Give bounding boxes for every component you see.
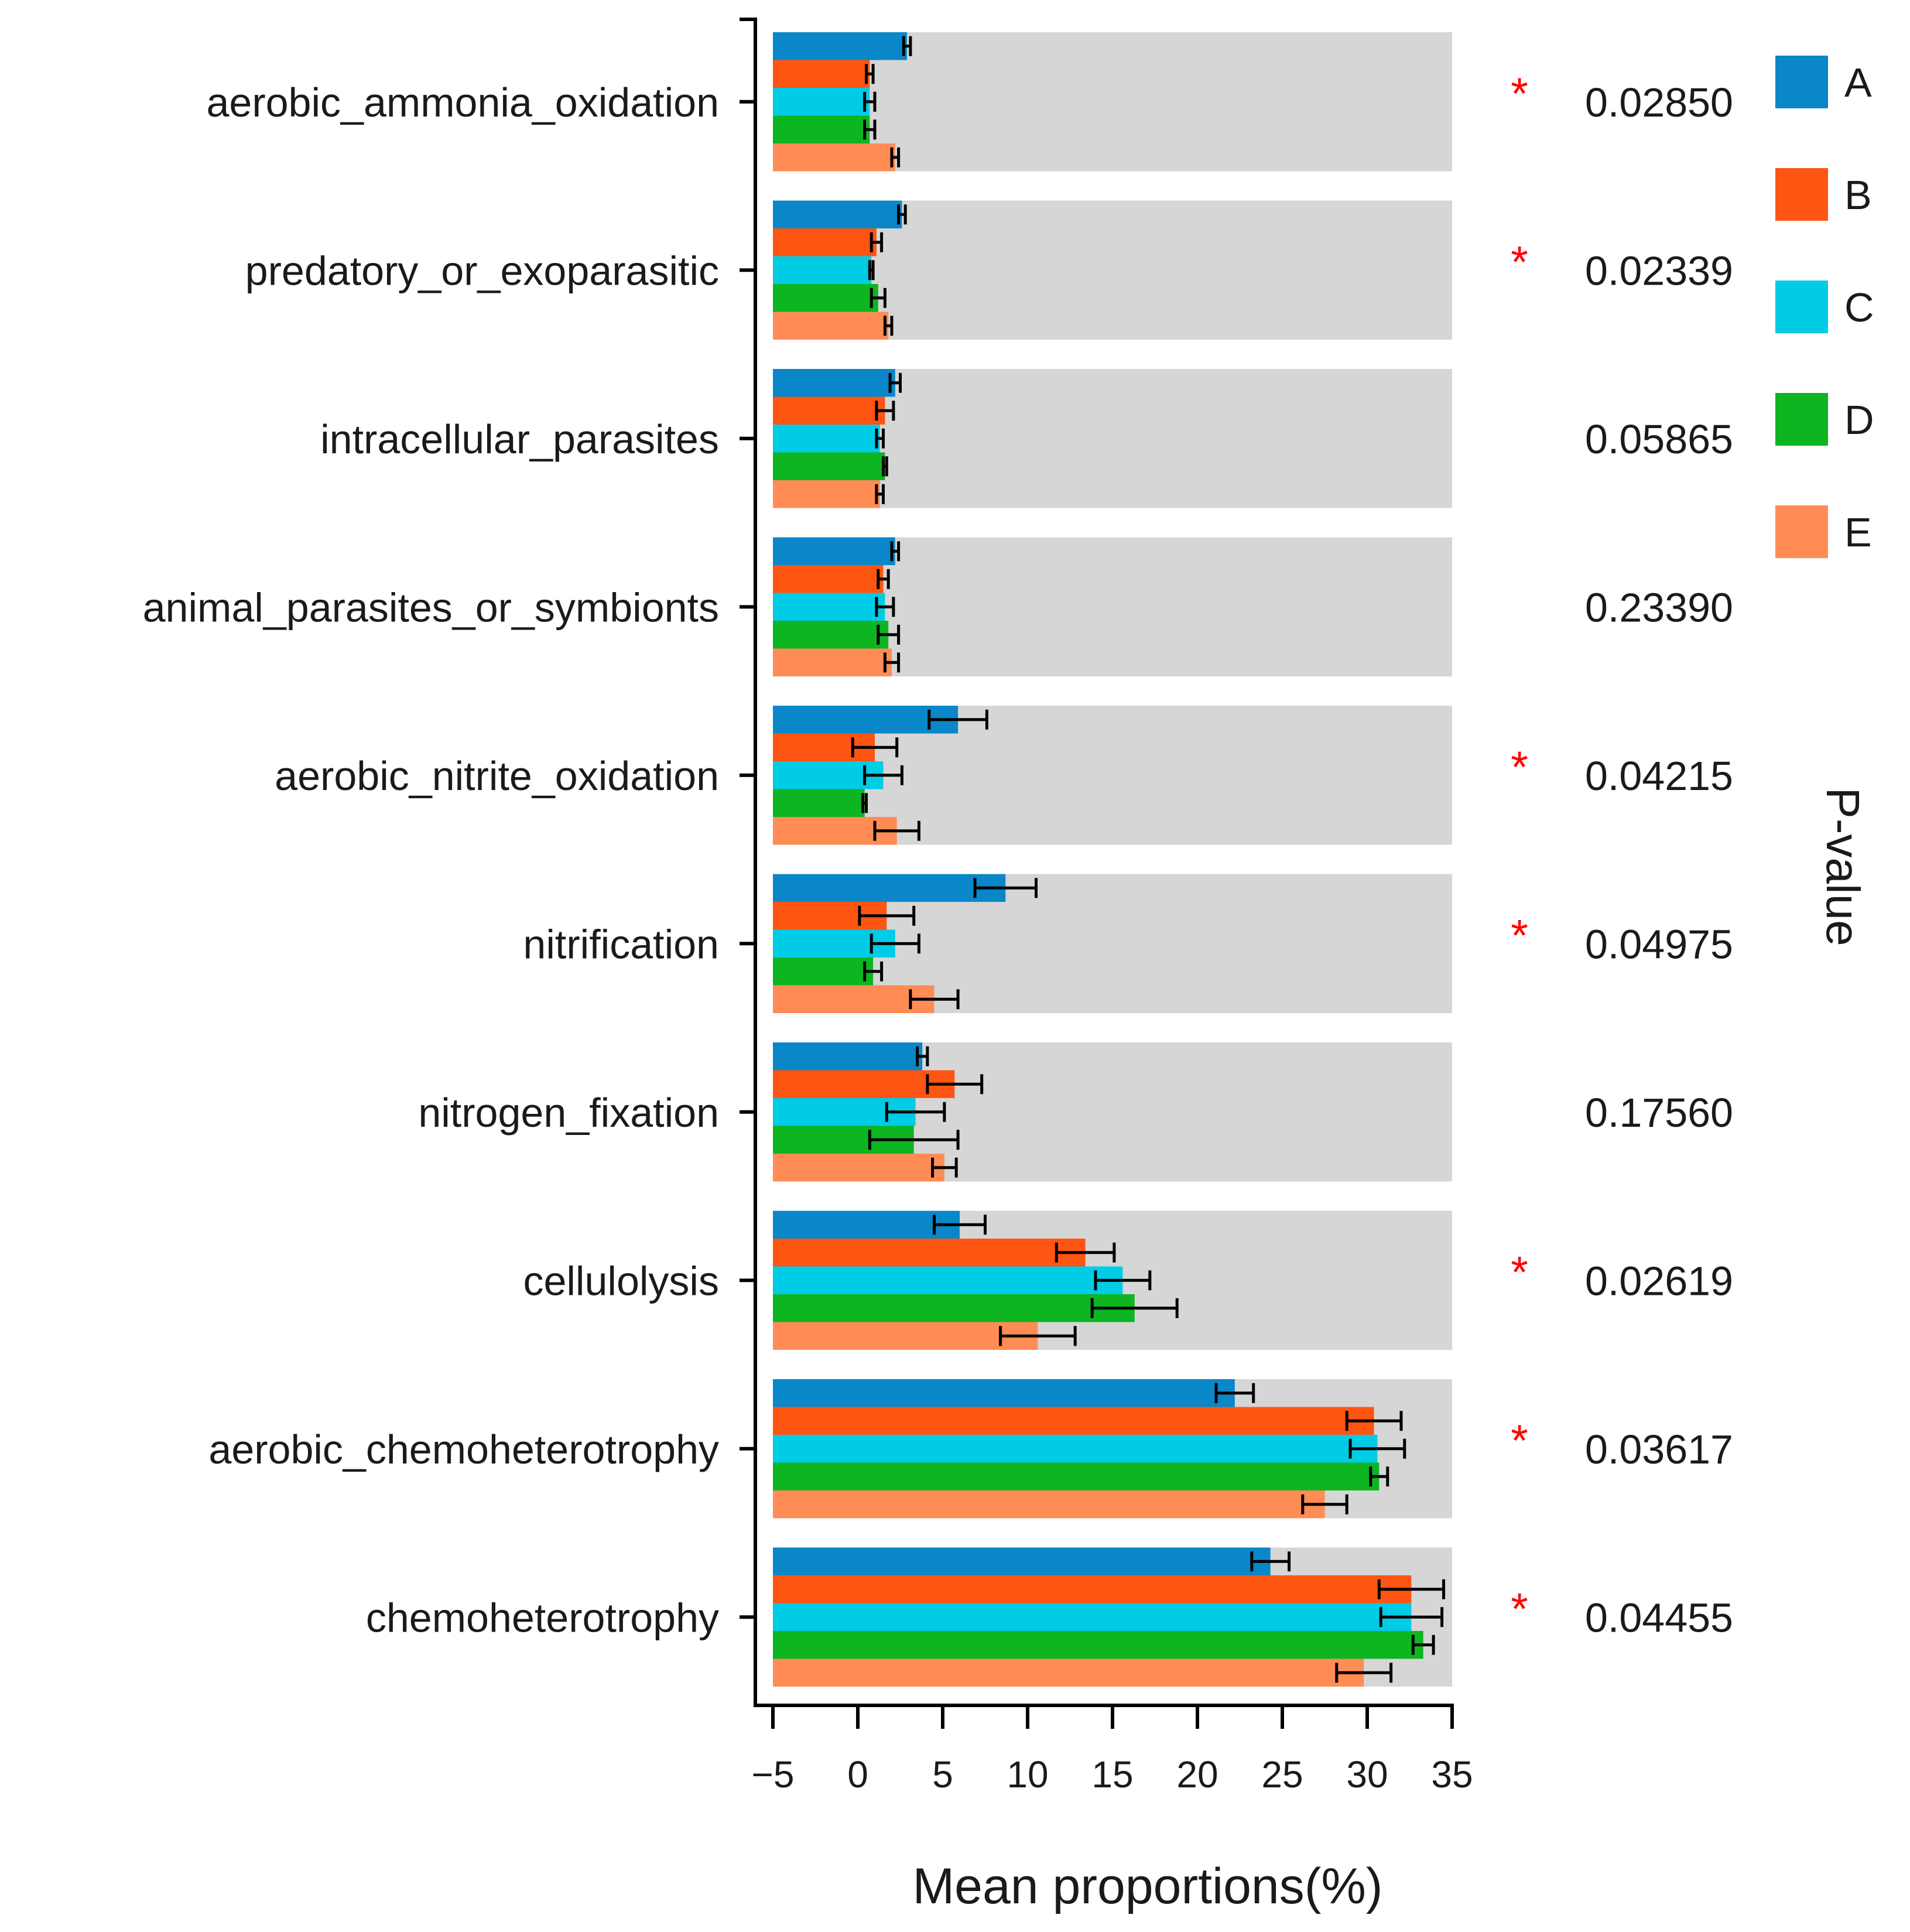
bar-d (773, 115, 870, 143)
category-label: cellulolysis (523, 1258, 719, 1304)
bar-e (773, 312, 889, 340)
legend: A B C D E (1775, 56, 1874, 558)
legend-label-b: B (1844, 172, 1872, 218)
bar-a (773, 32, 908, 60)
significance-star: * (1511, 911, 1528, 960)
bar-a (773, 537, 895, 565)
bar-a (773, 1042, 923, 1071)
bar-c (773, 88, 870, 116)
error-bars (851, 36, 1445, 1683)
p-value-label: 0.17560 (1585, 1090, 1733, 1136)
p-value-label: 0.02339 (1585, 248, 1733, 293)
bar-b (773, 1070, 955, 1098)
category-label: intracellular_parasites (320, 416, 719, 462)
bar-a (773, 200, 902, 228)
x-tick-label: 15 (1091, 1753, 1133, 1796)
p-value-label: 0.02619 (1585, 1258, 1733, 1304)
x-tick-label: 20 (1176, 1753, 1218, 1796)
legend-label-a: A (1844, 60, 1872, 105)
p-value-axis-title: P-value (1817, 787, 1869, 946)
bar-c (773, 256, 872, 284)
category-label: animal_parasites_or_symbionts (143, 584, 719, 630)
bar-e (773, 1154, 944, 1182)
bar-a (773, 369, 895, 397)
bar-d (773, 1462, 1380, 1490)
category-label: chemoheterotrophy (366, 1595, 719, 1640)
bar-d (773, 1294, 1135, 1322)
bar-e (773, 1659, 1364, 1687)
bar-e (773, 143, 895, 172)
significance-star: * (1511, 69, 1528, 119)
category-label: aerobic_nitrite_oxidation (275, 753, 719, 799)
category-label: aerobic_ammonia_oxidation (206, 80, 719, 125)
bar-e (773, 648, 892, 676)
bar-d (773, 452, 885, 480)
category-label: aerobic_chemoheterotrophy (208, 1427, 719, 1472)
bar-c (773, 425, 880, 453)
x-tick-label: −5 (752, 1753, 795, 1796)
legend-label-e: E (1844, 509, 1872, 555)
p-value-label: 0.02850 (1585, 80, 1733, 125)
bar-b (773, 60, 870, 88)
bar-a (773, 1379, 1235, 1407)
x-tick-label: 5 (932, 1753, 953, 1796)
x-tick-label: 10 (1007, 1753, 1048, 1796)
bar-b (773, 1407, 1374, 1435)
legend-swatch-b (1775, 168, 1828, 221)
significance-star: * (1511, 1247, 1528, 1297)
category-label: predatory_or_exoparasitic (245, 248, 719, 293)
p-value-label: 0.23390 (1585, 584, 1733, 630)
p-value-label: 0.04975 (1585, 921, 1733, 967)
bar-c (773, 1435, 1378, 1463)
bar-b (773, 565, 884, 593)
bar-e (773, 1322, 1038, 1350)
bar-e (773, 480, 880, 508)
bar-d (773, 958, 874, 986)
p-value-label: 0.03617 (1585, 1427, 1733, 1472)
bar-d (773, 284, 878, 312)
bar-c (773, 1266, 1123, 1294)
x-axis-title: Mean proportions(%) (912, 1858, 1382, 1914)
significance-star: * (1511, 743, 1528, 792)
legend-swatch-a (1775, 56, 1828, 108)
bar-series (773, 32, 1423, 1687)
p-value-label: 0.04455 (1585, 1595, 1733, 1640)
bar-b (773, 1239, 1086, 1267)
bar-d (773, 621, 889, 649)
p-value-label: 0.04215 (1585, 753, 1733, 799)
significance-star: * (1511, 1416, 1528, 1466)
bar-e (773, 985, 935, 1013)
x-tick-label: 0 (847, 1753, 868, 1796)
bar-c (773, 593, 885, 621)
category-label: nitrification (523, 921, 719, 967)
bar-d (773, 789, 865, 817)
bar-b (773, 396, 885, 425)
bar-e (773, 1490, 1325, 1519)
legend-swatch-d (1775, 393, 1828, 446)
x-tick-label: 35 (1431, 1753, 1473, 1796)
legend-label-d: D (1844, 397, 1874, 443)
bar-d (773, 1631, 1423, 1659)
significance-star: * (1511, 1584, 1528, 1634)
x-tick-label: 25 (1261, 1753, 1303, 1796)
p-value-label: 0.05865 (1585, 416, 1733, 462)
bar-b (773, 1575, 1412, 1603)
category-labels: aerobic_ammonia_oxidation predatory_or_ex… (143, 80, 755, 1640)
bar-a (773, 1211, 960, 1239)
bar-a (773, 706, 959, 734)
x-tick-label: 30 (1346, 1753, 1388, 1796)
p-value-column: * 0.02850 * 0.02339 0.05865 0.23390 * 0.04215 * 0… (1511, 69, 1733, 1641)
bar-a (773, 874, 1006, 902)
axes (740, 18, 1454, 1707)
legend-swatch-e (1775, 505, 1828, 558)
bar-a (773, 1547, 1271, 1575)
bar-b (773, 228, 877, 257)
legend-swatch-c (1775, 281, 1828, 333)
legend-label-c: C (1844, 285, 1874, 330)
category-label: nitrogen_fixation (418, 1090, 719, 1136)
bar-c (773, 1603, 1412, 1631)
significance-star: * (1511, 237, 1528, 287)
x-axis-ticks: −5 0 5 10 15 20 25 30 35 (752, 1705, 1473, 1796)
